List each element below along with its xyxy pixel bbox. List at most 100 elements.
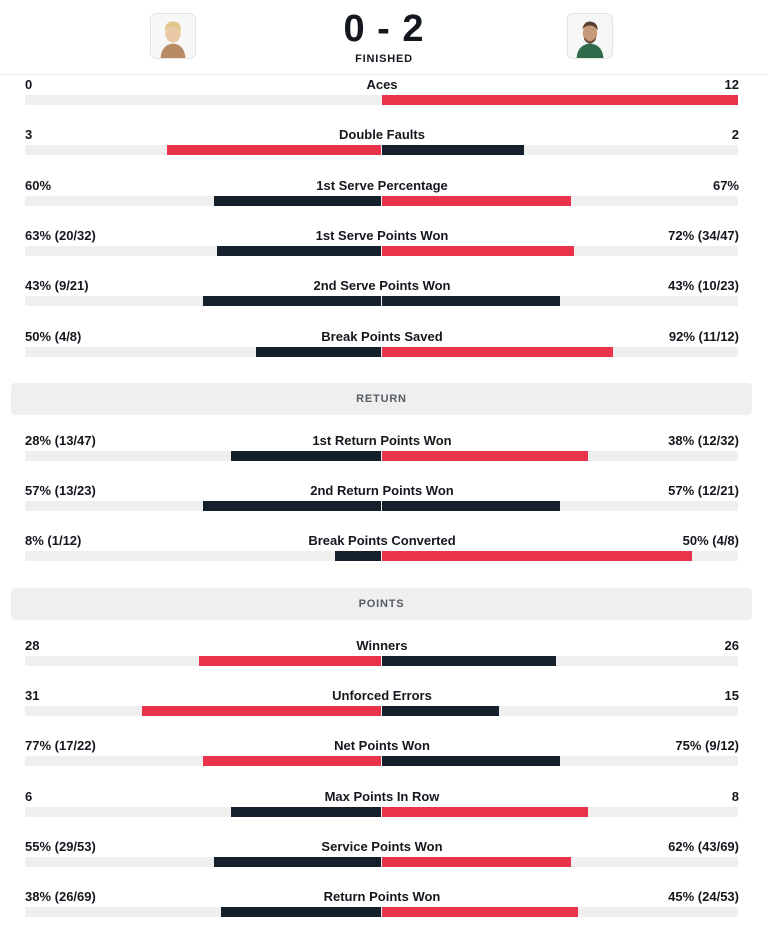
section-header-return: RETURN — [11, 382, 752, 415]
stat-bar-right — [382, 806, 588, 817]
stat-right-value: 38% (12/32) — [668, 432, 739, 448]
stat-bar-track — [25, 856, 738, 867]
stat-row: 31 Unforced Errors 15 — [0, 688, 768, 728]
stat-label: Return Points Won — [323, 889, 441, 905]
stat-bar-left — [142, 706, 381, 716]
stat-bar-right — [382, 450, 588, 461]
stat-row: 28% (13/47) 1st Return Points Won 38% (12/… — [0, 433, 768, 473]
stat-bar-right — [382, 551, 692, 562]
stat-bar-track — [25, 195, 738, 206]
player-two-photo-icon — [568, 14, 612, 58]
stat-right-value: 15 — [724, 688, 739, 703]
stat-bar-left — [199, 655, 381, 666]
stat-bar-right — [382, 856, 571, 867]
stat-right-value: 8 — [731, 788, 739, 804]
player-one-avatar[interactable] — [150, 13, 196, 59]
stat-row: 28 Winners 26 — [0, 638, 768, 678]
stat-left-value: 28% (13/47) — [25, 432, 96, 448]
stat-label: Double Faults — [339, 127, 425, 143]
stat-right-value: 45% (24/53) — [668, 889, 739, 905]
stat-bar-track — [25, 655, 738, 666]
stat-left-value: 55% (29/53) — [25, 838, 96, 854]
stat-row: 43% (9/21) 2nd Serve Points Won 43% (10/23… — [0, 278, 768, 318]
stat-left-value: 60% — [25, 177, 52, 193]
stat-label: Winners — [356, 637, 408, 653]
stat-right-value: 67% — [712, 177, 739, 193]
stat-bar-track — [25, 806, 738, 817]
stat-right-value: 57% (12/21) — [668, 483, 739, 499]
stat-bar-right — [382, 346, 613, 357]
stat-bar-track — [25, 346, 738, 357]
stat-left-value: 8% (1/12) — [25, 533, 82, 549]
stat-left-value: 77% (17/22) — [25, 738, 96, 754]
stat-left-value: 3 — [25, 127, 33, 143]
stat-bar-right — [382, 145, 524, 156]
stat-left-value: 63% (20/32) — [25, 227, 96, 243]
stat-right-value: 26 — [724, 637, 739, 653]
stat-bar-right — [382, 706, 499, 716]
stat-bar-right — [382, 501, 560, 512]
stat-bar-right — [382, 95, 738, 105]
stat-left-value: 43% (9/21) — [25, 278, 89, 294]
stat-bar-track — [25, 756, 738, 767]
stat-row: 8% (1/12) Break Points Converted 50% (4/8) — [0, 533, 768, 573]
stat-right-value: 43% (10/23) — [668, 278, 739, 294]
stat-left-value: 38% (26/69) — [25, 889, 96, 905]
stat-bar-left — [221, 907, 381, 918]
stat-row: 57% (13/23) 2nd Return Points Won 57% (12/… — [0, 483, 768, 523]
match-score: 0 - 2 — [343, 8, 425, 50]
stat-row: 3 Double Faults 2 — [0, 127, 768, 167]
stat-left-value: 50% (4/8) — [25, 328, 82, 344]
player-two-avatar[interactable] — [567, 13, 613, 59]
stat-bar-left — [335, 551, 381, 562]
stat-bar-track — [25, 296, 738, 307]
stat-bar-left — [203, 501, 381, 512]
stat-label: Service Points Won — [321, 838, 443, 854]
stat-bar-left — [203, 756, 381, 767]
stat-row: 50% (4/8) Break Points Saved 92% (11/12) — [0, 329, 768, 369]
stat-bar-track — [25, 450, 738, 461]
stat-bar-track — [25, 245, 738, 256]
stat-label: Break Points Saved — [321, 328, 443, 344]
stat-left-value: 28 — [25, 637, 40, 653]
stat-bar-left — [231, 806, 381, 817]
stat-row: 60% 1st Serve Percentage 67% — [0, 178, 768, 218]
stat-bar-left — [203, 296, 381, 307]
stat-label: 2nd Serve Points Won — [313, 278, 451, 294]
stat-bar-right — [382, 907, 578, 918]
stat-bar-track — [25, 907, 738, 918]
stat-bar-left — [256, 346, 381, 357]
stat-bar-track — [25, 501, 738, 512]
stat-left-value: 6 — [25, 788, 33, 804]
stat-bar-track — [25, 95, 738, 105]
stat-left-value: 57% (13/23) — [25, 483, 96, 499]
stat-row: 0 Aces 12 — [0, 77, 768, 117]
stat-bar-track — [25, 706, 738, 716]
player-one-photo-icon — [151, 14, 195, 58]
stat-bar-right — [382, 756, 560, 767]
stat-label: Unforced Errors — [332, 688, 432, 703]
stat-right-value: 92% (11/12) — [668, 328, 739, 344]
stat-label: Net Points Won — [334, 738, 430, 754]
stat-bar-right — [382, 296, 560, 307]
match-status: FINISHED — [355, 53, 413, 65]
stat-bar-left — [231, 450, 381, 461]
stat-left-value: 0 — [25, 77, 33, 92]
stat-bar-right — [382, 245, 574, 256]
stat-bar-left — [214, 195, 381, 206]
match-header: 0 - 2 FINISHED — [0, 0, 768, 75]
stat-row: 6 Max Points In Row 8 — [0, 789, 768, 829]
stat-label: 1st Return Points Won — [312, 432, 452, 448]
section-header-points: POINTS — [11, 587, 752, 620]
stat-right-value: 62% (43/69) — [668, 838, 739, 854]
stat-label: 1st Serve Points Won — [315, 227, 449, 243]
stat-bar-left — [167, 145, 381, 156]
stat-label: Break Points Converted — [308, 533, 456, 549]
stat-bar-left — [217, 245, 381, 256]
stat-label: Aces — [366, 77, 398, 92]
stat-label: 2nd Return Points Won — [310, 483, 454, 499]
stat-bar-right — [382, 195, 571, 206]
stat-row: 77% (17/22) Net Points Won 75% (9/12) — [0, 738, 768, 778]
stat-left-value: 31 — [25, 688, 40, 703]
stat-label: Max Points In Row — [324, 788, 440, 804]
